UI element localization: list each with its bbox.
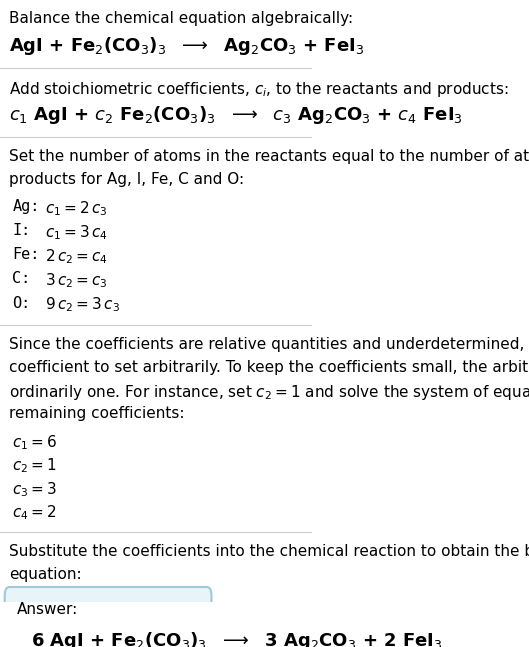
Text: Balance the chemical equation algebraically:: Balance the chemical equation algebraica… [10, 11, 353, 26]
Text: $c_1 = 2\,c_3$: $c_1 = 2\,c_3$ [45, 199, 108, 218]
Text: coefficient to set arbitrarily. To keep the coefficients small, the arbitrary va: coefficient to set arbitrarily. To keep … [10, 360, 529, 375]
Text: Add stoichiometric coefficients, $c_i$, to the reactants and products:: Add stoichiometric coefficients, $c_i$, … [10, 80, 509, 99]
FancyBboxPatch shape [5, 587, 212, 647]
Text: Answer:: Answer: [17, 602, 78, 617]
Text: Since the coefficients are relative quantities and underdetermined, choose a: Since the coefficients are relative quan… [10, 336, 529, 352]
Text: I:: I: [13, 223, 31, 238]
Text: Substitute the coefficients into the chemical reaction to obtain the balanced: Substitute the coefficients into the che… [10, 544, 529, 559]
Text: $c_3 = 3$: $c_3 = 3$ [13, 480, 57, 499]
Text: C:: C: [13, 272, 31, 287]
Text: remaining coefficients:: remaining coefficients: [10, 406, 185, 421]
Text: O:: O: [13, 296, 31, 311]
Text: Ag:: Ag: [13, 199, 40, 214]
Text: equation:: equation: [10, 567, 82, 582]
Text: ordinarily one. For instance, set $c_2 = 1$ and solve the system of equations fo: ordinarily one. For instance, set $c_2 =… [10, 383, 529, 402]
Text: $c_1$ AgI + $c_2$ Fe$_2$(CO$_3$)$_3$  $\longrightarrow$  $c_3$ Ag$_2$CO$_3$ + $c: $c_1$ AgI + $c_2$ Fe$_2$(CO$_3$)$_3$ $\l… [10, 104, 463, 126]
Text: Set the number of atoms in the reactants equal to the number of atoms in the: Set the number of atoms in the reactants… [10, 149, 529, 164]
Text: $c_4 = 2$: $c_4 = 2$ [13, 503, 57, 522]
Text: Fe:: Fe: [13, 247, 40, 263]
Text: $c_1 = 3\,c_4$: $c_1 = 3\,c_4$ [45, 223, 108, 242]
Text: $9\,c_2 = 3\,c_3$: $9\,c_2 = 3\,c_3$ [45, 296, 120, 314]
Text: $c_1 = 6$: $c_1 = 6$ [13, 433, 58, 452]
Text: products for Ag, I, Fe, C and O:: products for Ag, I, Fe, C and O: [10, 172, 244, 187]
Text: $3\,c_2 = c_3$: $3\,c_2 = c_3$ [45, 272, 108, 290]
Text: $c_2 = 1$: $c_2 = 1$ [13, 457, 57, 476]
Text: $2\,c_2 = c_4$: $2\,c_2 = c_4$ [45, 247, 108, 266]
Text: AgI + Fe$_2$(CO$_3$)$_3$  $\longrightarrow$  Ag$_2$CO$_3$ + FeI$_3$: AgI + Fe$_2$(CO$_3$)$_3$ $\longrightarro… [10, 36, 364, 58]
Text: 6 AgI + Fe$_2$(CO$_3$)$_3$  $\longrightarrow$  3 Ag$_2$CO$_3$ + 2 FeI$_3$: 6 AgI + Fe$_2$(CO$_3$)$_3$ $\longrightar… [31, 630, 443, 647]
